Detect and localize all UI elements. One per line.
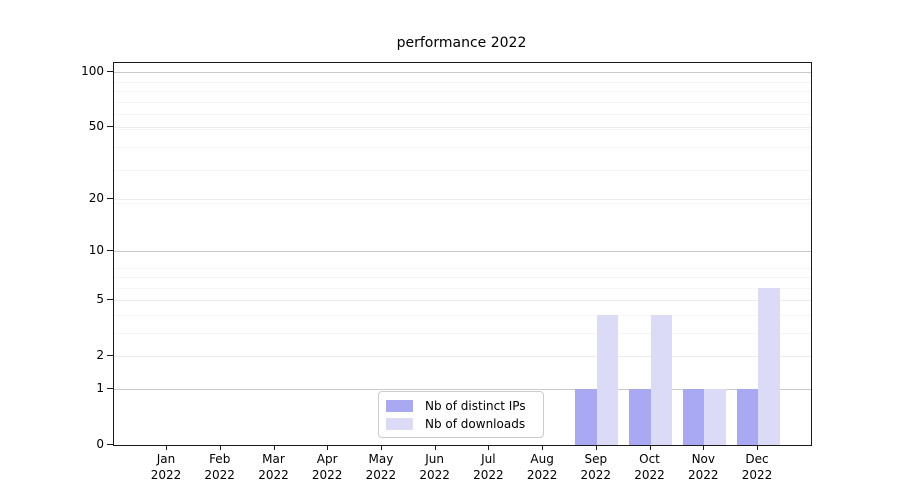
bar-downloads-nov: [704, 389, 726, 445]
y-tick-label: 100: [81, 64, 104, 79]
gridline: [114, 389, 811, 390]
legend-label-distinct-ips: Nb of distinct IPs: [425, 398, 526, 413]
x-tick-label: Jun 2022: [419, 452, 450, 482]
gridline: [114, 267, 811, 269]
y-tick-mark: [107, 388, 113, 389]
x-tick-mark: [488, 445, 490, 450]
x-tick-label: Mar 2022: [258, 452, 289, 482]
x-tick-mark: [219, 445, 221, 450]
gridline: [114, 147, 811, 148]
bar-downloads-sep: [596, 315, 619, 445]
y-tick-label: 1: [96, 381, 104, 395]
x-tick-label: May 2022: [365, 452, 397, 482]
gridline: [114, 333, 811, 334]
x-tick-mark: [649, 445, 651, 450]
gridline: [114, 251, 811, 253]
y-tick-label: 50: [88, 119, 104, 134]
gridline: [114, 277, 811, 278]
x-tick-mark: [542, 445, 544, 450]
x-tick-mark: [273, 445, 275, 450]
x-tick-mark: [703, 445, 705, 450]
x-tick-mark: [757, 445, 758, 450]
y-tick-label: 2: [96, 348, 104, 363]
y-tick-label: 5: [96, 292, 104, 307]
bar-distinct-ips-oct: [629, 389, 651, 445]
gridline: [114, 203, 811, 204]
x-tick-label: Oct 2022: [634, 452, 665, 482]
gridline: [114, 170, 811, 172]
legend-swatch-distinct-ips: [386, 399, 413, 412]
chart-title: performance 2022: [396, 35, 527, 51]
x-tick-label: Jan 2022: [150, 452, 182, 482]
y-tick-mark: [107, 250, 113, 252]
bar-distinct-ips-dec: [736, 389, 758, 445]
x-tick-label: Nov 2022: [688, 452, 719, 482]
y-tick-mark: [107, 355, 113, 357]
bar-distinct-ips-nov: [682, 389, 705, 445]
gridline: [114, 287, 811, 289]
legend-item-distinct-ips: Nb of distinct IPs: [386, 397, 535, 414]
gridline: [114, 300, 811, 302]
gridline: [114, 199, 811, 201]
x-tick-mark: [166, 445, 167, 450]
y-tick-label: 10: [88, 243, 104, 258]
y-tick-mark: [107, 198, 113, 200]
gridline: [114, 114, 811, 116]
bar-downloads-oct: [650, 315, 672, 445]
legend-swatch-downloads: [386, 417, 413, 430]
gridline: [114, 101, 811, 103]
legend-label-downloads: Nb of downloads: [425, 416, 526, 431]
gridline: [114, 91, 811, 92]
legend-item-downloads: Nb of downloads: [386, 415, 535, 432]
x-tick-label: Aug 2022: [526, 452, 558, 482]
gridline: [114, 81, 811, 83]
x-tick-mark: [595, 445, 597, 450]
gridline: [114, 129, 811, 130]
y-tick-label: 20: [88, 191, 104, 206]
gridline: [114, 315, 811, 316]
plot-area: [113, 62, 812, 446]
y-tick-mark: [107, 71, 113, 73]
gridline: [114, 72, 811, 74]
y-tick-mark: [107, 126, 113, 128]
x-tick-label: Dec 2022: [741, 452, 773, 482]
x-tick-label: Feb 2022: [204, 452, 235, 482]
x-tick-mark: [380, 445, 382, 450]
x-tick-mark: [434, 445, 436, 450]
bar-downloads-dec: [758, 287, 780, 445]
x-tick-label: Jul 2022: [473, 452, 504, 482]
x-tick-label: Apr 2022: [311, 452, 343, 482]
y-tick-mark: [107, 444, 113, 445]
gridline: [114, 127, 811, 129]
y-tick-label: 0: [96, 437, 104, 451]
legend: Nb of distinct IPs Nb of downloads: [378, 391, 544, 438]
gridline: [114, 356, 811, 358]
x-tick-mark: [327, 445, 329, 450]
y-tick-mark: [107, 299, 113, 301]
bar-distinct-ips-sep: [575, 389, 597, 445]
x-tick-label: Sep 2022: [580, 452, 612, 482]
